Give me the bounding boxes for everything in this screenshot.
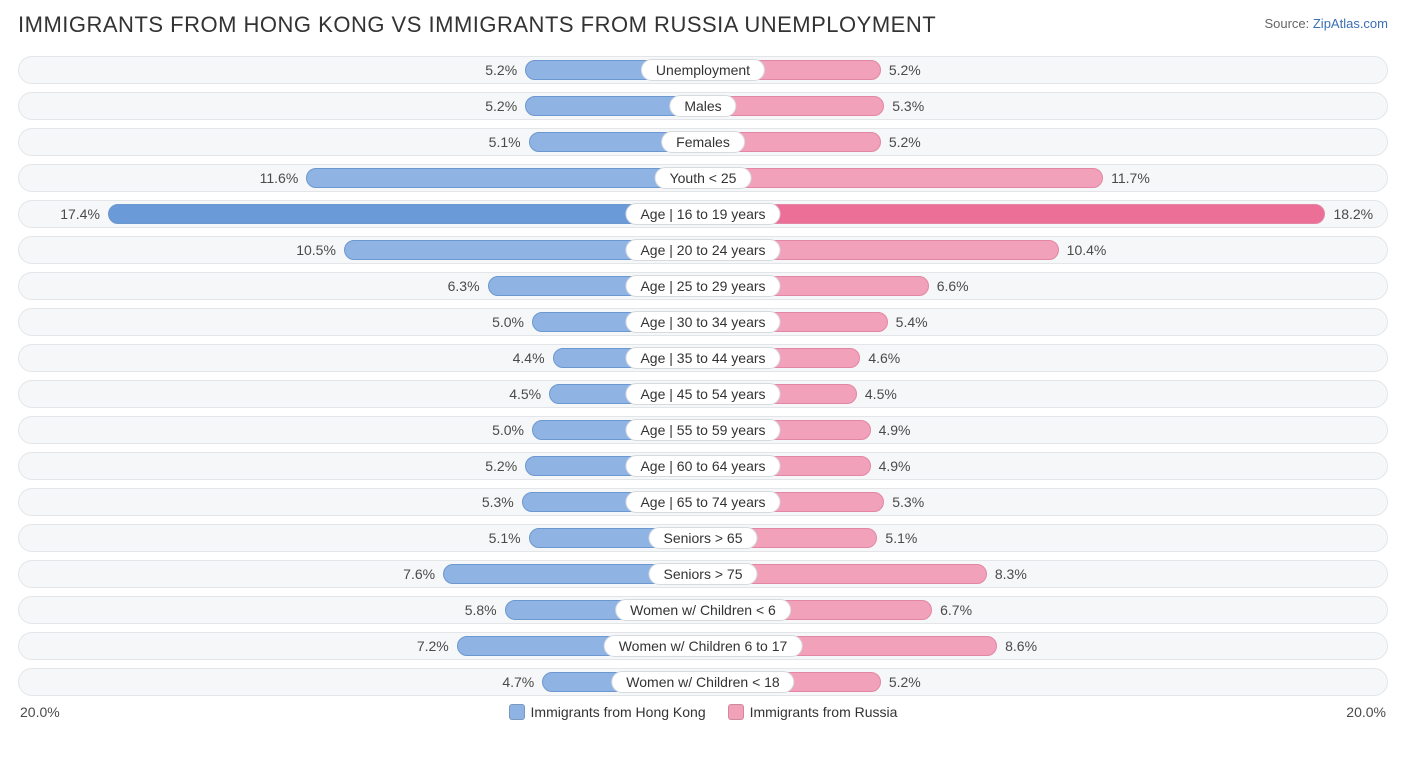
chart-row: 5.1% 5.2% Females bbox=[18, 128, 1388, 156]
category-label: Women w/ Children < 6 bbox=[615, 599, 791, 621]
chart-row: 7.2% 8.6% Women w/ Children 6 to 17 bbox=[18, 632, 1388, 660]
chart-row: 4.5% 4.5% Age | 45 to 54 years bbox=[18, 380, 1388, 408]
category-label: Age | 60 to 64 years bbox=[625, 455, 780, 477]
category-label: Unemployment bbox=[641, 59, 765, 81]
category-label: Age | 20 to 24 years bbox=[625, 239, 780, 261]
source-prefix: Source: bbox=[1264, 16, 1312, 31]
value-label-right: 5.2% bbox=[889, 134, 921, 150]
category-label: Women w/ Children 6 to 17 bbox=[604, 635, 803, 657]
category-label: Age | 55 to 59 years bbox=[625, 419, 780, 441]
value-label-left: 4.4% bbox=[513, 350, 545, 366]
value-label-left: 5.3% bbox=[482, 494, 514, 510]
bar-left bbox=[108, 204, 703, 224]
value-label-left: 17.4% bbox=[60, 206, 100, 222]
value-label-left: 5.0% bbox=[492, 314, 524, 330]
category-label: Females bbox=[661, 131, 745, 153]
axis-max-left: 20.0% bbox=[20, 704, 60, 720]
value-label-right: 5.4% bbox=[896, 314, 928, 330]
chart-row: 5.8% 6.7% Women w/ Children < 6 bbox=[18, 596, 1388, 624]
category-label: Age | 25 to 29 years bbox=[625, 275, 780, 297]
legend: Immigrants from Hong Kong Immigrants fro… bbox=[509, 704, 898, 720]
chart-footer: 20.0% Immigrants from Hong Kong Immigran… bbox=[18, 704, 1388, 720]
source-link[interactable]: ZipAtlas.com bbox=[1313, 16, 1388, 31]
category-label: Males bbox=[669, 95, 736, 117]
chart-row: 5.2% 5.3% Males bbox=[18, 92, 1388, 120]
value-label-left: 4.7% bbox=[502, 674, 534, 690]
chart-row: 5.1% 5.1% Seniors > 65 bbox=[18, 524, 1388, 552]
value-label-right: 11.7% bbox=[1111, 170, 1150, 186]
value-label-right: 18.2% bbox=[1333, 206, 1373, 222]
chart-row: 5.2% 4.9% Age | 60 to 64 years bbox=[18, 452, 1388, 480]
category-label: Women w/ Children < 18 bbox=[611, 671, 794, 693]
chart-row: 10.5% 10.4% Age | 20 to 24 years bbox=[18, 236, 1388, 264]
category-label: Age | 30 to 34 years bbox=[625, 311, 780, 333]
category-label: Age | 45 to 54 years bbox=[625, 383, 780, 405]
chart-row: 6.3% 6.6% Age | 25 to 29 years bbox=[18, 272, 1388, 300]
category-label: Seniors > 75 bbox=[649, 563, 758, 585]
value-label-right: 6.7% bbox=[940, 602, 972, 618]
value-label-right: 10.4% bbox=[1067, 242, 1107, 258]
category-label: Age | 35 to 44 years bbox=[625, 347, 780, 369]
category-label: Age | 16 to 19 years bbox=[625, 203, 780, 225]
value-label-left: 5.2% bbox=[485, 458, 517, 474]
legend-label-right: Immigrants from Russia bbox=[750, 704, 898, 720]
diverging-bar-chart: 5.2% 5.2% Unemployment 5.2% 5.3% Males 5.1% 5.2… bbox=[18, 56, 1388, 696]
value-label-right: 4.5% bbox=[865, 386, 897, 402]
value-label-right: 5.2% bbox=[889, 62, 921, 78]
value-label-left: 5.2% bbox=[485, 62, 517, 78]
chart-row: 5.0% 5.4% Age | 30 to 34 years bbox=[18, 308, 1388, 336]
legend-label-left: Immigrants from Hong Kong bbox=[531, 704, 706, 720]
value-label-left: 5.2% bbox=[485, 98, 517, 114]
legend-swatch-left bbox=[509, 704, 525, 720]
category-label: Seniors > 65 bbox=[649, 527, 758, 549]
value-label-left: 5.1% bbox=[489, 134, 521, 150]
source-attribution: Source: ZipAtlas.com bbox=[1264, 16, 1388, 31]
value-label-left: 5.1% bbox=[489, 530, 521, 546]
value-label-right: 5.3% bbox=[892, 494, 924, 510]
chart-row: 4.4% 4.6% Age | 35 to 44 years bbox=[18, 344, 1388, 372]
page-title: IMMIGRANTS FROM HONG KONG VS IMMIGRANTS … bbox=[18, 12, 936, 38]
value-label-right: 8.3% bbox=[995, 566, 1027, 582]
chart-row: 5.0% 4.9% Age | 55 to 59 years bbox=[18, 416, 1388, 444]
chart-row: 7.6% 8.3% Seniors > 75 bbox=[18, 560, 1388, 588]
bar-right bbox=[703, 204, 1325, 224]
value-label-left: 5.8% bbox=[465, 602, 497, 618]
value-label-right: 8.6% bbox=[1005, 638, 1037, 654]
value-label-left: 5.0% bbox=[492, 422, 524, 438]
chart-row: 11.6% 11.7% Youth < 25 bbox=[18, 164, 1388, 192]
value-label-right: 4.9% bbox=[879, 458, 911, 474]
category-label: Youth < 25 bbox=[655, 167, 752, 189]
legend-item-left: Immigrants from Hong Kong bbox=[509, 704, 706, 720]
value-label-left: 6.3% bbox=[448, 278, 480, 294]
value-label-left: 7.2% bbox=[417, 638, 449, 654]
legend-swatch-right bbox=[728, 704, 744, 720]
value-label-right: 5.3% bbox=[892, 98, 924, 114]
legend-item-right: Immigrants from Russia bbox=[728, 704, 898, 720]
chart-row: 17.4% 18.2% Age | 16 to 19 years bbox=[18, 200, 1388, 228]
bar-right bbox=[703, 168, 1103, 188]
value-label-left: 11.6% bbox=[260, 170, 299, 186]
chart-row: 5.3% 5.3% Age | 65 to 74 years bbox=[18, 488, 1388, 516]
header: IMMIGRANTS FROM HONG KONG VS IMMIGRANTS … bbox=[18, 12, 1388, 38]
bar-left bbox=[306, 168, 703, 188]
value-label-right: 5.1% bbox=[885, 530, 917, 546]
category-label: Age | 65 to 74 years bbox=[625, 491, 780, 513]
chart-row: 4.7% 5.2% Women w/ Children < 18 bbox=[18, 668, 1388, 696]
value-label-left: 4.5% bbox=[509, 386, 541, 402]
chart-row: 5.2% 5.2% Unemployment bbox=[18, 56, 1388, 84]
value-label-right: 4.6% bbox=[868, 350, 900, 366]
value-label-right: 6.6% bbox=[937, 278, 969, 294]
value-label-right: 4.9% bbox=[879, 422, 911, 438]
value-label-right: 5.2% bbox=[889, 674, 921, 690]
value-label-left: 10.5% bbox=[296, 242, 336, 258]
axis-max-right: 20.0% bbox=[1346, 704, 1386, 720]
value-label-left: 7.6% bbox=[403, 566, 435, 582]
